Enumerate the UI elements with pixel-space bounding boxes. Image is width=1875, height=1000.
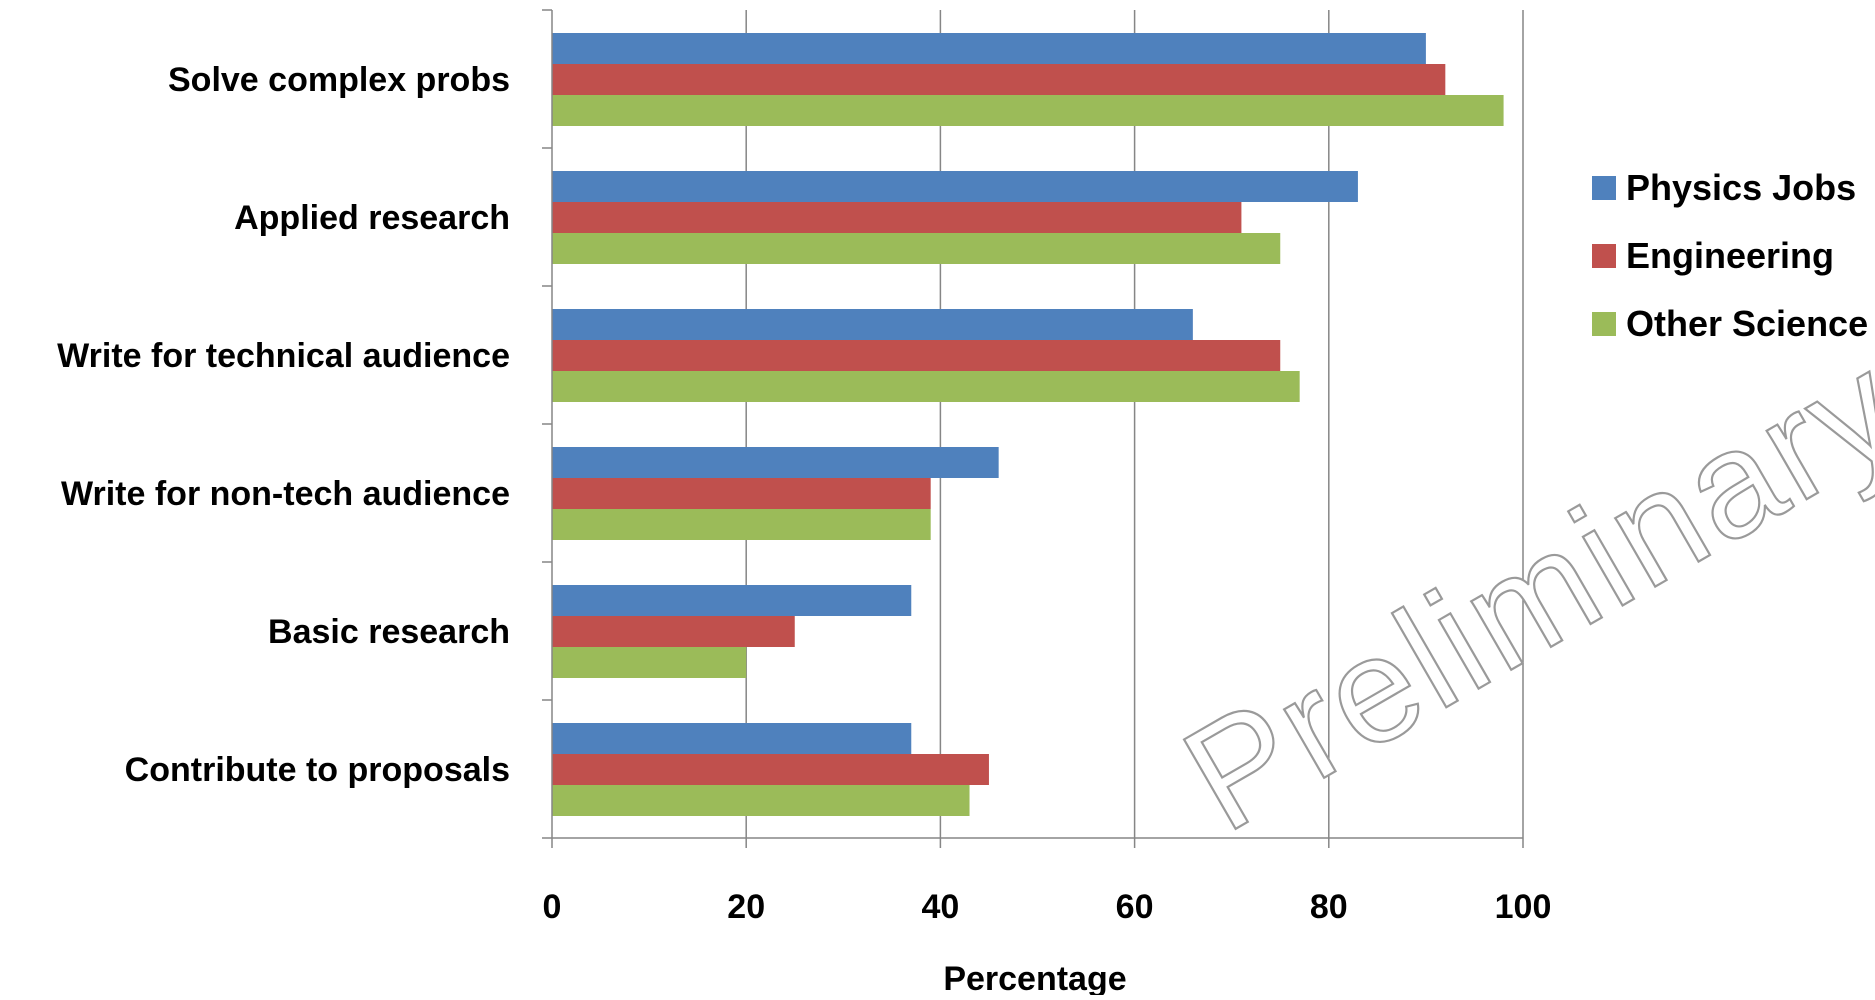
- gridlines: [745, 10, 1524, 838]
- bar-other-science-2: [552, 371, 1300, 402]
- legend-label: Other Science: [1626, 303, 1868, 344]
- category-labels: Solve complex probs Applied research Write…: [57, 61, 510, 789]
- legend-label: Physics Jobs: [1626, 167, 1856, 208]
- x-axis-title: Percentage: [943, 960, 1126, 995]
- category-label: Write for technical audience: [57, 337, 510, 375]
- x-tick-label: 20: [727, 888, 765, 926]
- bars: [552, 33, 1504, 816]
- category-label: Write for non-tech audience: [61, 475, 510, 513]
- legend-swatch: [1592, 176, 1616, 200]
- x-tick-label: 40: [921, 888, 959, 926]
- x-tick-label: 80: [1310, 888, 1348, 926]
- x-tick-label: 0: [543, 888, 562, 926]
- bar-physics-jobs-0: [552, 33, 1426, 64]
- x-tick-labels: 0 20 40 60 80 100: [543, 888, 1552, 926]
- bar-physics-jobs-2: [552, 309, 1193, 340]
- legend: Physics Jobs Engineering Other Science: [1592, 167, 1868, 344]
- bar-physics-jobs-1: [552, 171, 1358, 202]
- bar-physics-jobs-5: [552, 723, 912, 754]
- legend-label: Engineering: [1626, 235, 1834, 276]
- bar-other-science-3: [552, 509, 931, 540]
- x-tick-label: 60: [1116, 888, 1154, 926]
- category-label: Applied research: [234, 199, 510, 237]
- axes: [542, 9, 1524, 848]
- category-label: Basic research: [268, 613, 510, 651]
- x-tick-label: 100: [1495, 888, 1552, 926]
- bar-other-science-5: [552, 785, 970, 816]
- legend-swatch: [1592, 312, 1616, 336]
- bar-other-science-4: [552, 647, 747, 678]
- bar-engineering-3: [552, 478, 931, 509]
- bar-engineering-4: [552, 616, 795, 647]
- bar-physics-jobs-4: [552, 585, 912, 616]
- bar-engineering-2: [552, 340, 1281, 371]
- category-label: Solve complex probs: [168, 61, 510, 99]
- bar-engineering-5: [552, 754, 989, 785]
- bar-other-science-0: [552, 95, 1504, 126]
- legend-swatch: [1592, 244, 1616, 268]
- bar-engineering-0: [552, 64, 1446, 95]
- category-label: Contribute to proposals: [125, 751, 510, 789]
- bar-engineering-1: [552, 202, 1242, 233]
- bar-physics-jobs-3: [552, 447, 999, 478]
- bar-other-science-1: [552, 233, 1281, 264]
